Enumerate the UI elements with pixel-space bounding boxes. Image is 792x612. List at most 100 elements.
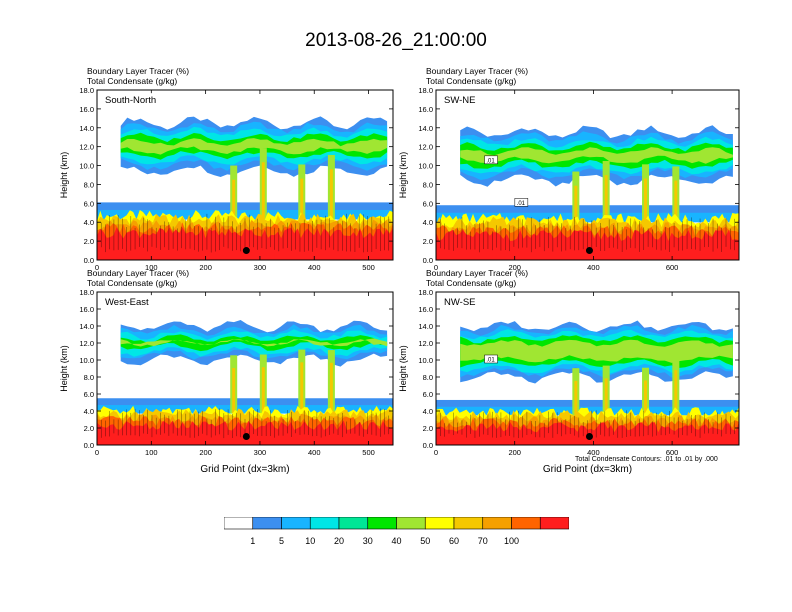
panel-south-north: 0.0 2.0 4.0 6.0 8.0 10.0 12.0 14.0 16.0 18.0 0 100 2… [59, 66, 394, 272]
x-tick-label: 100 [145, 448, 158, 457]
convective-towers [572, 161, 680, 223]
x-tick-label: 300 [254, 448, 267, 457]
colorbar-swatch [224, 517, 254, 530]
plot-area [436, 292, 739, 445]
x-tick-label: 0 [434, 448, 438, 457]
colorbar-label: 20 [334, 536, 344, 546]
convective-towers [230, 148, 335, 220]
y-tick-label: 10.0 [418, 162, 433, 171]
y-tick-label: 0.0 [423, 441, 433, 450]
x-tick-label: 200 [508, 263, 521, 272]
colorbar-label: 1 [250, 536, 255, 546]
colorbar-swatch [453, 517, 484, 530]
panel-label: South-North [105, 95, 156, 106]
y-tick-label: 0.0 [423, 256, 433, 265]
low-cloud-layer [97, 398, 393, 414]
panel-title: Boundary Layer Tracer (%) [87, 268, 189, 278]
x-axis: 0 200 400 600 [434, 90, 678, 272]
y-tick-label: 14.0 [418, 124, 433, 133]
x-tick-label: 500 [362, 448, 375, 457]
y-tick-label: 6.0 [423, 390, 433, 399]
y-axis: 0.0 2.0 4.0 6.0 8.0 10.0 12.0 14.0 16.0 18.0 [79, 288, 393, 450]
y-tick-label: 18.0 [418, 86, 433, 95]
cloud-layer [460, 320, 733, 384]
y-tick-label: 8.0 [84, 180, 94, 189]
condensate-contours [97, 408, 390, 439]
y-axis: 0.0 2.0 4.0 6.0 8.0 10.0 12.0 14.0 16.0 18.0 [418, 86, 739, 265]
location-marker [242, 247, 250, 255]
panel-subtitle: Total Condensate (g/kg) [87, 76, 177, 86]
y-tick-label: 12.0 [418, 339, 433, 348]
x-axis: 0 100 200 300 400 500 [95, 292, 375, 457]
colorbar-label: 50 [420, 536, 430, 546]
x-tick-label: 200 [508, 448, 521, 457]
colorbar-swatch [511, 517, 541, 530]
colorbar-label: 10 [305, 536, 315, 546]
panel-label: NW-SE [444, 297, 476, 308]
panel-title: Boundary Layer Tracer (%) [426, 268, 528, 278]
y-tick-label: 8.0 [423, 180, 433, 189]
y-axis-label: Height (km) [398, 152, 408, 199]
cloud-layer [120, 320, 388, 367]
y-tick-label: 18.0 [79, 86, 94, 95]
cloud-layer [460, 125, 733, 187]
y-axis: 0.0 2.0 4.0 6.0 8.0 10.0 12.0 14.0 16.0 18.0 [79, 86, 393, 265]
y-tick-label: 12.0 [79, 143, 94, 152]
y-axis-label: Height (km) [59, 345, 69, 392]
condensate-contours [97, 213, 390, 253]
y-tick-label: 2.0 [423, 424, 433, 433]
x-tick-label: 400 [308, 263, 321, 272]
x-axis-label: Grid Point (dx=3km) [200, 464, 289, 475]
colorbar-swatch [367, 517, 397, 530]
x-tick-label: 400 [308, 448, 321, 457]
convective-towers [572, 357, 680, 416]
x-tick-label: 400 [587, 448, 600, 457]
cloud-band [460, 339, 733, 363]
contour-label: .01 [486, 358, 495, 364]
y-tick-label: 6.0 [84, 199, 94, 208]
x-tick-label: 0 [95, 448, 99, 457]
panel-label: SW-NE [444, 95, 476, 106]
panel-title: Boundary Layer Tracer (%) [87, 66, 189, 76]
plot-area [97, 90, 393, 260]
y-tick-label: 18.0 [79, 288, 94, 297]
colorbar-label: 60 [449, 536, 459, 546]
page-title: 2013-08-26_21:00:00 [305, 30, 487, 51]
y-tick-label: 10.0 [79, 356, 94, 365]
cloud-layer [120, 116, 388, 177]
y-tick-label: 6.0 [423, 199, 433, 208]
x-tick-label: 600 [666, 263, 679, 272]
y-tick-label: 14.0 [79, 322, 94, 331]
colorbar-swatch [281, 517, 311, 530]
y-tick-label: 10.0 [79, 162, 94, 171]
x-tick-label: 400 [587, 263, 600, 272]
plot-area [436, 90, 739, 260]
y-tick-label: 4.0 [423, 407, 433, 416]
x-axis: 0 100 200 300 400 500 [95, 90, 375, 272]
panel-nw-se: .01 0.0 2.0 4.0 6.0 8.0 10.0 12.0 14.0 16.0 18.0 0 2… [398, 268, 740, 475]
contour-footnote: Total Condensate Contours: .01 to .01 by… [575, 456, 718, 463]
location-marker [242, 433, 250, 440]
x-tick-label: 600 [666, 448, 679, 457]
y-tick-label: 4.0 [84, 407, 94, 416]
y-tick-label: 18.0 [418, 288, 433, 297]
panel-title: Boundary Layer Tracer (%) [426, 66, 528, 76]
contour-label: .01 [486, 158, 495, 164]
panel-subtitle: Total Condensate (g/kg) [426, 278, 516, 288]
plot-frame [96, 291, 394, 446]
y-tick-label: 0.0 [84, 256, 94, 265]
y-tick-label: 2.0 [423, 237, 433, 246]
plot-area [97, 292, 393, 445]
y-tick-label: 0.0 [84, 441, 94, 450]
x-tick-label: 500 [362, 263, 375, 272]
x-axis-label: Grid Point (dx=3km) [543, 464, 632, 475]
condensate-contours [436, 216, 735, 253]
x-tick-label: 200 [199, 263, 212, 272]
x-tick-label: 0 [434, 263, 438, 272]
panel-west-east: 0.0 2.0 4.0 6.0 8.0 10.0 12.0 14.0 16.0 18.0 0 100 2… [59, 268, 394, 475]
colorbar: 1 5 10 20 30 40 50 60 70 100 [224, 517, 569, 546]
low-cloud-layer [436, 205, 739, 223]
colorbar-label: 30 [363, 536, 373, 546]
convective-towers [230, 349, 335, 414]
x-tick-label: 300 [254, 263, 267, 272]
